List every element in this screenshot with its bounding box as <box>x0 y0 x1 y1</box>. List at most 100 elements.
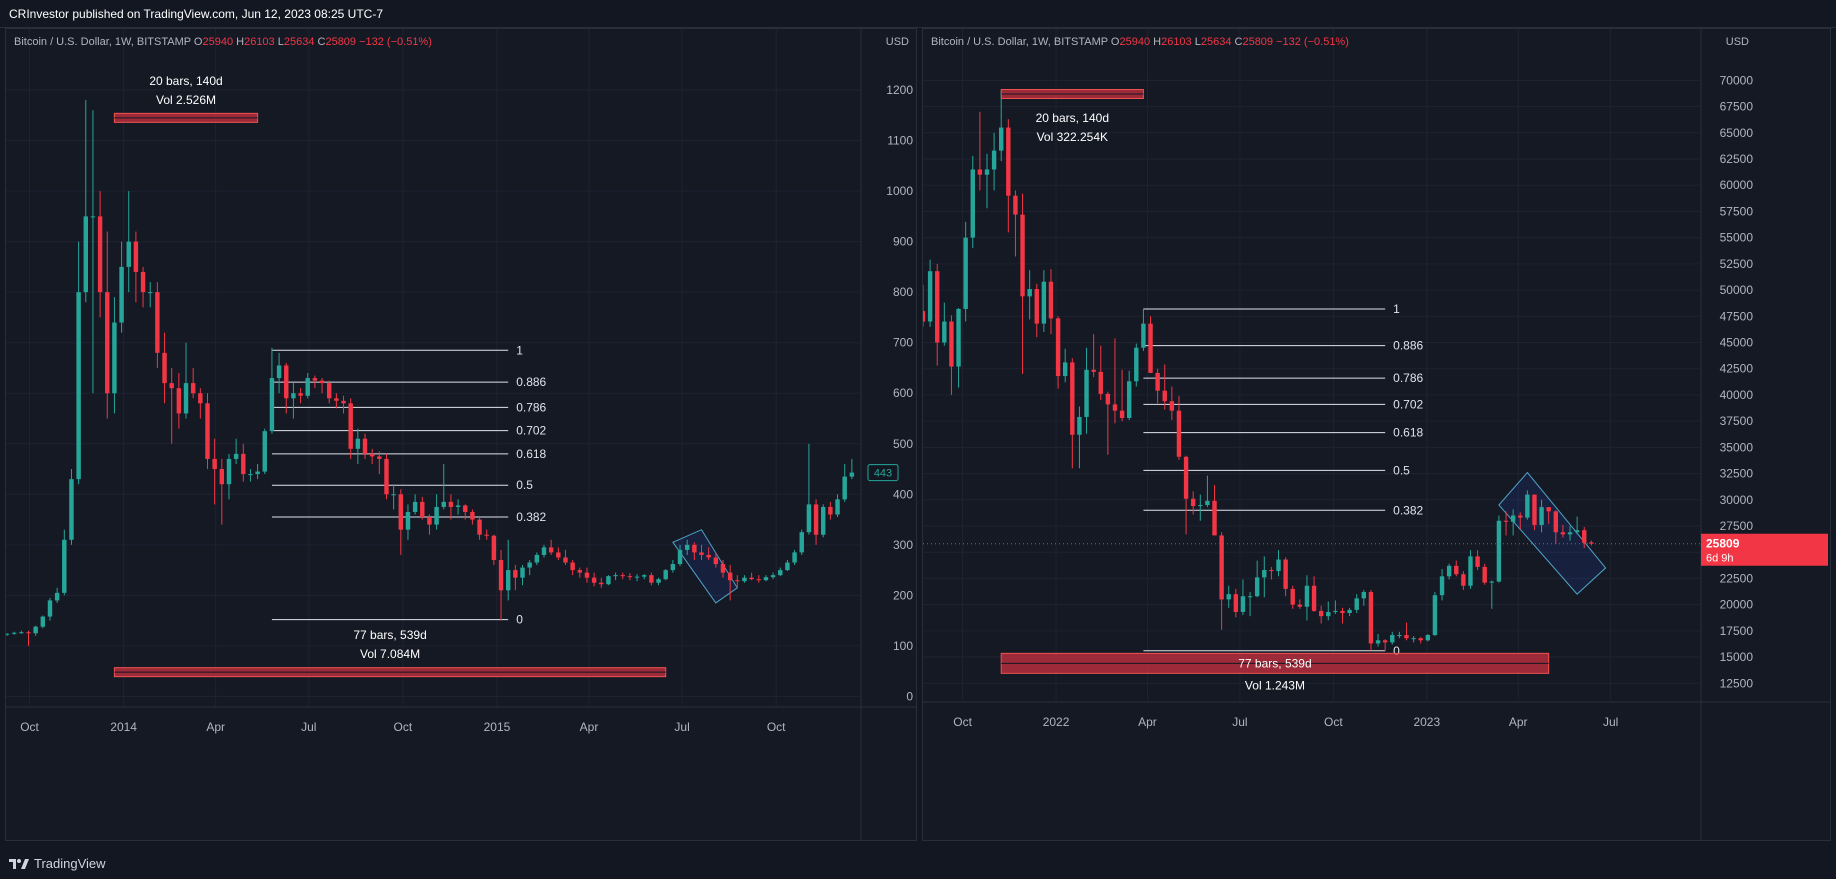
candle-body <box>54 592 60 601</box>
candle-body <box>620 575 625 577</box>
y-tick-label: 800 <box>893 285 913 299</box>
candle-body <box>19 632 24 634</box>
ohlc-field-letter: C <box>314 36 325 48</box>
candle-body <box>369 453 375 457</box>
candle-body <box>677 549 683 565</box>
candle-body <box>90 216 96 218</box>
tradingview-brand[interactable]: TradingView <box>9 856 106 871</box>
candle-body <box>441 501 446 507</box>
candle-body <box>1070 362 1075 435</box>
candle-body <box>1105 393 1111 405</box>
candle-body <box>384 458 389 495</box>
ohlc-l-value: 25634 <box>1201 36 1232 48</box>
y-tick-label: 20000 <box>1720 598 1754 612</box>
candle-body <box>312 378 318 381</box>
candle-body <box>1397 635 1402 637</box>
chart-left-svg[interactable]: 0 100 200 300 400 500 600 700 800 900 1000 1100 1200… <box>4 29 916 840</box>
candle-body <box>935 271 940 343</box>
candle-body <box>1390 635 1395 643</box>
candle-body <box>1518 515 1523 518</box>
candle-body <box>47 600 53 617</box>
candle-body <box>183 383 189 414</box>
candle-body <box>233 453 239 459</box>
y-tick-label: 62500 <box>1720 152 1754 166</box>
candle-body <box>420 501 425 518</box>
ohlc-o-value: 25940 <box>1119 36 1150 48</box>
candle-body <box>1041 281 1047 324</box>
candle-body <box>584 572 590 578</box>
symbol-title: Bitcoin / U.S. Dollar, 1W, BITSTAMP <box>931 36 1111 48</box>
candle-body <box>1454 565 1459 575</box>
fib-level-label: 0.702 <box>1393 397 1423 411</box>
candle-body <box>1574 530 1580 533</box>
ohlc-field-letter: H <box>233 36 244 48</box>
last-price-badge <box>1701 533 1828 566</box>
candle-body <box>1382 640 1388 643</box>
candle-body <box>792 552 797 563</box>
candle-body <box>427 517 432 525</box>
candle-body <box>970 169 975 238</box>
candle-body <box>756 579 762 581</box>
candle-body <box>341 400 346 404</box>
x-tick-label: Oct <box>953 715 972 729</box>
candle-body <box>1027 289 1032 297</box>
candle-body <box>1461 574 1466 586</box>
y-tick-label: 600 <box>893 386 913 400</box>
symbol-header: Bitcoin / U.S. Dollar, 1W, BITSTAMP O259… <box>14 36 432 48</box>
candle-body <box>26 632 31 634</box>
chart-panel-left[interactable]: 0 100 200 300 400 500 600 700 800 900 1000 1100 1200… <box>4 28 917 841</box>
candle-body <box>1283 559 1288 589</box>
y-tick-label: 57500 <box>1720 204 1754 218</box>
candle-body <box>176 388 182 414</box>
fib-level-label: 0.886 <box>1393 339 1423 353</box>
candle-body <box>198 393 203 404</box>
x-tick-label: 2014 <box>110 720 137 734</box>
candle-body <box>1304 585 1310 607</box>
candle-body <box>1425 635 1431 641</box>
candle-body <box>920 311 926 322</box>
candle-body <box>391 494 396 496</box>
ohlc-field-letter: C <box>1231 36 1242 48</box>
candle-body <box>577 570 583 573</box>
y-tick-label: 55000 <box>1720 231 1754 245</box>
ohlc-field-letter: H <box>1150 36 1161 48</box>
candle-body <box>269 378 275 432</box>
candle-body <box>140 271 146 293</box>
candle-body <box>991 150 997 170</box>
date-range-bars-label: 20 bars, 140d <box>1036 111 1109 125</box>
y-tick-label: 50000 <box>1720 283 1754 297</box>
candle-body <box>556 552 561 558</box>
fib-level-label: 0 <box>516 613 523 627</box>
x-tick-label: Jul <box>1603 715 1618 729</box>
candle-body <box>1020 214 1025 297</box>
candle-body <box>448 501 454 507</box>
fib-level-label: 1 <box>1393 302 1400 316</box>
candle-body <box>842 476 847 500</box>
candle-body <box>649 575 654 583</box>
x-tick-label: Oct <box>767 720 786 734</box>
candle-body <box>1326 611 1331 617</box>
candle-body <box>684 544 690 550</box>
candle-body <box>1247 596 1253 598</box>
date-range-bars-label: 77 bars, 539d <box>353 628 426 642</box>
candle-body <box>491 535 497 560</box>
candle-body <box>1468 556 1473 586</box>
fib-level-label: 0 <box>1393 644 1400 658</box>
candle-body <box>398 494 404 530</box>
candle-body <box>1062 362 1068 377</box>
candle-body <box>1176 410 1182 457</box>
candle-body <box>699 552 704 555</box>
y-tick-label: 300 <box>893 538 913 552</box>
chart-panel-right[interactable]: 1250015000175002000022500250002750030000… <box>920 28 1831 841</box>
candle-body <box>147 292 153 294</box>
candle-body <box>1560 532 1566 535</box>
candle-body <box>735 580 740 582</box>
candle-body <box>749 577 754 580</box>
y-tick-label: 700 <box>893 336 913 350</box>
last-price-badge <box>867 464 899 482</box>
symbol-title: Bitcoin / U.S. Dollar, 1W, BITSTAMP <box>14 36 194 48</box>
fib-level-label: 0.382 <box>1393 503 1423 517</box>
y-tick-label: 22500 <box>1720 571 1754 585</box>
chart-right-svg[interactable]: 1250015000175002000022500250002750030000… <box>920 29 1830 840</box>
date-range-volume-label: Vol 1.243M <box>1245 678 1305 692</box>
